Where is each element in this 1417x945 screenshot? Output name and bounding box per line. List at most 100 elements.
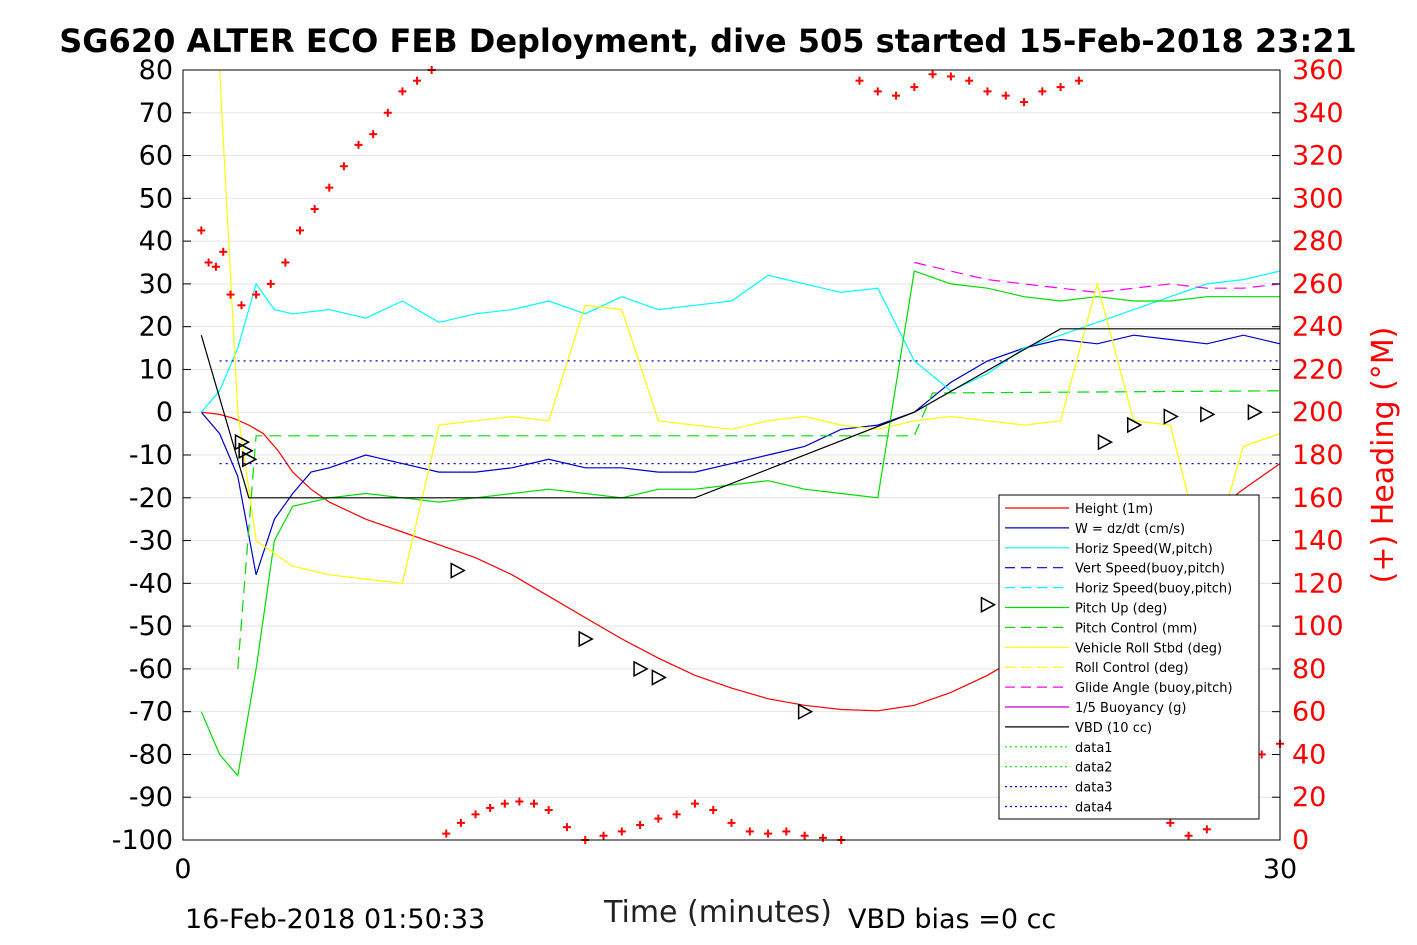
heading-point — [892, 91, 901, 100]
legend-box — [998, 494, 1260, 820]
heading-point — [226, 290, 235, 299]
legend-label: Horiz Speed(buoy,pitch) — [1075, 582, 1232, 597]
right-tick-label: 60 — [1292, 697, 1326, 728]
left-axis-ticks: 80 70 60 50 40 30 20 10 0 -10 -20 -30 -40 -50 -60 -70 -8… — [112, 55, 191, 856]
right-tick-label: 160 — [1292, 483, 1344, 514]
x-axis-label: Time (minutes) — [603, 895, 832, 930]
y-tick-label: -80 — [129, 739, 173, 770]
right-tick-label: 240 — [1292, 312, 1344, 343]
series-line-horiz-speed-w-pitch — [200, 270, 1281, 413]
triangle-marker — [1097, 433, 1114, 451]
heading-point — [562, 823, 571, 832]
heading-point — [855, 76, 864, 85]
legend: Height (1m) W = dz/dt (cm/s) Horiz Speed(W… — [998, 494, 1260, 820]
heading-point — [1038, 87, 1047, 96]
legend-label: W = dz/dt (cm/s) — [1075, 522, 1185, 537]
heading-point — [1001, 91, 1010, 100]
heading-point — [965, 76, 974, 85]
heading-point — [946, 72, 955, 81]
triangle-marker — [980, 596, 997, 613]
y-tick-label: 20 — [139, 312, 173, 343]
heading-point — [745, 827, 754, 836]
y-tick-label: -60 — [129, 654, 173, 685]
legend-item: Horiz Speed(buoy,pitch) — [1005, 582, 1232, 597]
heading-point — [281, 258, 290, 267]
heading-point — [398, 87, 407, 96]
series-line-vbd-10-cc — [200, 328, 1280, 499]
legend-item: data3 — [1005, 781, 1113, 796]
footer-vbd-bias: VBD bias =0 cc — [848, 904, 1056, 935]
legend-item: W = dz/dt (cm/s) — [1005, 522, 1185, 537]
heading-point — [983, 87, 992, 96]
triangle-marker — [450, 562, 466, 579]
heading-point — [928, 70, 937, 79]
y-tick-label: 10 — [139, 354, 173, 385]
heading-point — [500, 799, 509, 808]
heading-point — [456, 818, 465, 827]
heading-point — [471, 810, 480, 819]
right-axis-label: (+) Heading (°M) — [1366, 327, 1401, 584]
heading-point — [252, 290, 261, 299]
y-tick-label: 80 — [139, 55, 173, 86]
legend-label: Horiz Speed(W,pitch) — [1075, 542, 1213, 557]
y-tick-label: -10 — [129, 440, 173, 471]
heading-point — [197, 226, 206, 235]
y-tick-label: -30 — [129, 526, 173, 557]
legend-label: data3 — [1075, 781, 1113, 796]
y-tick-label: -50 — [129, 611, 173, 642]
legend-item: 1/5 Buoyancy (g) — [1005, 701, 1186, 716]
heading-point — [818, 833, 827, 842]
triangle-marker — [1200, 406, 1216, 423]
legend-item: Pitch Up (deg) — [1005, 602, 1167, 617]
heading-point — [727, 818, 736, 827]
heading-point — [709, 806, 718, 815]
heading-point — [599, 831, 608, 840]
legend-item: Glide Angle (buoy,pitch) — [1005, 681, 1233, 696]
triangle-marker — [242, 451, 258, 468]
right-tick-label: 360 — [1292, 55, 1344, 86]
legend-label: Glide Angle (buoy,pitch) — [1075, 681, 1233, 696]
series-line-pitch-up-deg — [200, 270, 1280, 778]
legend-item: Roll Control (deg) — [1005, 661, 1189, 676]
triangle-marker — [1126, 416, 1143, 434]
y-tick-label: 50 — [139, 183, 173, 214]
right-tick-label: 300 — [1292, 183, 1344, 214]
legend-item: data1 — [1005, 741, 1113, 756]
heading-point — [1166, 818, 1175, 827]
legend-item: Horiz Speed(W,pitch) — [1005, 542, 1213, 557]
right-tick-label: 140 — [1292, 526, 1344, 557]
triangle-marker — [651, 669, 667, 686]
heading-point — [486, 803, 495, 812]
x-tick-label: 30 — [1263, 854, 1297, 885]
heading-point — [211, 262, 220, 271]
legend-label: 1/5 Buoyancy (g) — [1075, 701, 1186, 716]
y-tick-label: -90 — [129, 782, 173, 813]
legend-label: Vert Speed(buoy,pitch) — [1075, 562, 1225, 577]
series-line-pitch-control-mm — [237, 390, 1281, 669]
legend-label: data1 — [1075, 741, 1113, 756]
triangle-marker — [1247, 403, 1263, 421]
heading-point — [764, 829, 773, 838]
y-tick-label: 60 — [139, 141, 173, 172]
legend-item: Vert Speed(buoy,pitch) — [1005, 562, 1225, 577]
heading-point — [800, 831, 809, 840]
heading-point — [219, 247, 228, 256]
heading-point — [1184, 831, 1193, 840]
y-tick-label: 70 — [139, 98, 173, 129]
triangle-marker — [578, 630, 594, 648]
right-tick-label: 220 — [1292, 354, 1344, 385]
y-tick-label: 40 — [139, 226, 173, 257]
footer-timestamp: 16-Feb-2018 01:50:33 — [185, 904, 485, 935]
heading-point — [296, 226, 305, 235]
y-tick-label: -70 — [129, 697, 173, 728]
series-line-vehicle-roll-stbd-deg — [219, 69, 1281, 584]
right-tick-label: 0 — [1292, 825, 1309, 856]
heading-point — [910, 83, 919, 92]
right-tick-label: 40 — [1292, 739, 1326, 770]
heading-point — [782, 827, 791, 836]
heading-point — [310, 205, 319, 214]
heading-point — [369, 130, 378, 139]
legend-label: data4 — [1075, 801, 1113, 816]
legend-label: Vehicle Roll Stbd (deg) — [1075, 641, 1222, 656]
y-tick-label: 30 — [139, 269, 173, 300]
